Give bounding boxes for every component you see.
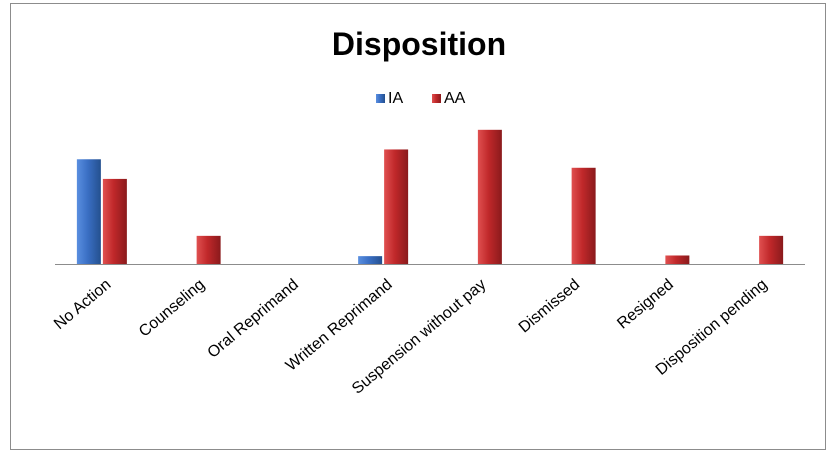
bar-aa-7 (759, 235, 784, 264)
bar-ia-0 (76, 159, 101, 264)
bar-aa-0 (102, 178, 127, 264)
x-tick-label: Dismissed (516, 276, 583, 336)
bar-aa-5 (571, 167, 596, 264)
chart-title: Disposition (331, 26, 507, 62)
chart-frame (10, 3, 826, 450)
bars (76, 129, 784, 264)
bar-aa-6 (665, 255, 690, 264)
bar-aa-3 (384, 149, 409, 264)
x-tick-label: Counseling (136, 276, 208, 340)
legend: IA AA (376, 90, 466, 107)
legend-label-ia: IA (388, 90, 403, 107)
legend-label-aa: AA (444, 90, 466, 107)
bar-ia-3 (358, 256, 383, 264)
x-tick-label: Oral Reprimand (205, 276, 302, 362)
bar-aa-4 (477, 129, 502, 264)
bar-aa-1 (196, 235, 221, 264)
x-tick-label: Resigned (614, 276, 677, 332)
legend-swatch-aa (432, 94, 441, 103)
legend-swatch-ia (376, 94, 385, 103)
x-tick-label: No Action (51, 276, 114, 333)
